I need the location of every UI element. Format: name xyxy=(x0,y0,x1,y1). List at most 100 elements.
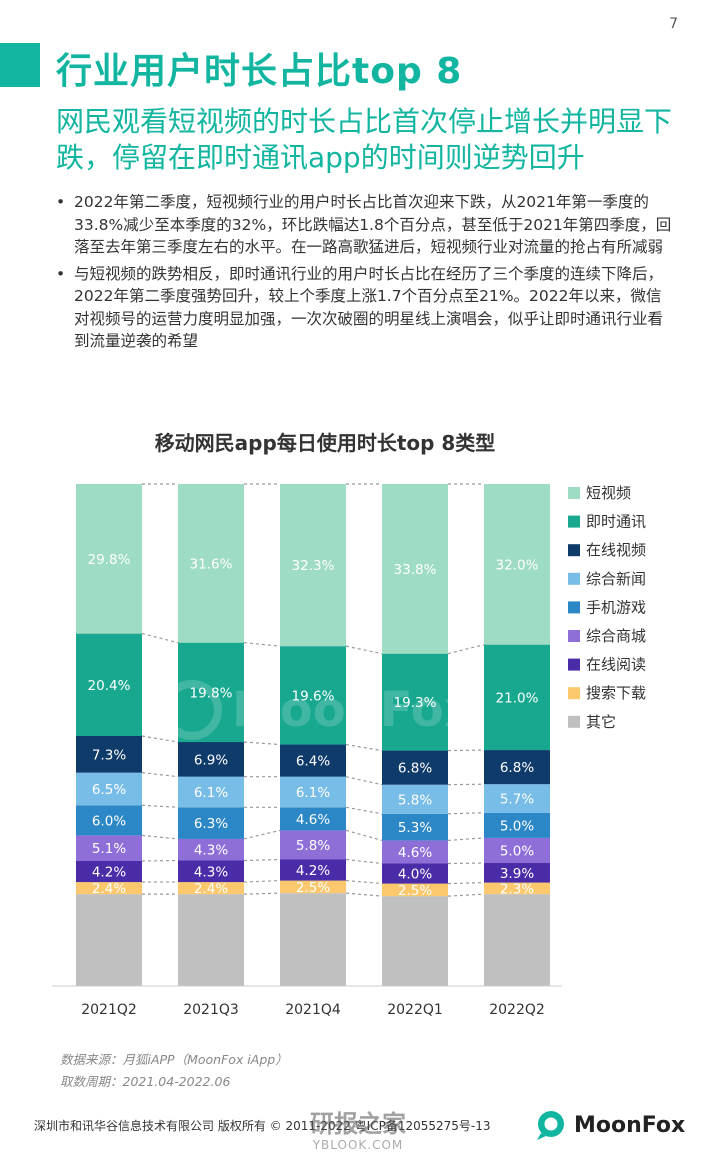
data-label: 4.3% xyxy=(194,864,228,880)
bar-segment xyxy=(484,863,550,883)
connector-line xyxy=(345,892,383,897)
data-label: 2.4% xyxy=(194,881,228,897)
bar-segment xyxy=(280,880,346,894)
legend-item: 其它 xyxy=(568,713,616,731)
data-label: 6.0% xyxy=(92,813,126,829)
legend-label: 即时通讯 xyxy=(586,513,646,531)
bar-segment xyxy=(382,883,448,897)
data-source: 数据来源：月狐iAPP（MoonFox iApp） 取数周期：2021.04-2… xyxy=(60,1049,288,1093)
data-label: 6.9% xyxy=(194,752,228,768)
period-line: 取数周期：2021.04-2022.06 xyxy=(60,1074,231,1089)
data-label: 6.3% xyxy=(194,816,228,832)
yblook-sub: YBLOOK.COM xyxy=(312,1138,404,1152)
connector-line xyxy=(243,879,281,883)
connector-line xyxy=(141,834,179,840)
data-label: 21.0% xyxy=(496,690,539,706)
legend-swatch xyxy=(568,687,580,700)
legend-label: 综合商城 xyxy=(586,627,646,645)
data-label: 4.3% xyxy=(194,843,228,859)
bar-segment xyxy=(382,896,448,986)
yblook-text: 研报之家 xyxy=(310,1110,406,1138)
data-label: 5.8% xyxy=(398,792,432,808)
data-label: 3.9% xyxy=(500,866,534,882)
bar-segment xyxy=(76,633,142,737)
connector-line xyxy=(141,804,179,808)
connector-line xyxy=(447,783,485,786)
bar-segment xyxy=(178,742,244,777)
connector-line xyxy=(141,633,179,644)
connector-line xyxy=(447,812,485,815)
connector-line xyxy=(243,741,281,746)
bar-group: 2.4%4.3%4.3%6.3%6.1%6.9%19.8%31.6% xyxy=(178,484,244,986)
legend-swatch xyxy=(568,630,580,642)
data-label: 20.4% xyxy=(88,678,131,694)
connector-line xyxy=(447,837,485,842)
connector-line xyxy=(447,862,485,865)
bar-segment xyxy=(280,807,346,831)
legend-label: 在线视频 xyxy=(586,541,646,559)
bar-segment xyxy=(484,644,550,751)
data-label: 19.8% xyxy=(190,685,233,701)
bar-group: 2.4%4.2% 5.1% 6.0% 6.5% 7.3% 20.4% 29.8% xyxy=(76,484,142,986)
bar-segment xyxy=(280,830,346,860)
bar-segment xyxy=(76,736,142,773)
legend-item: 综合新闻 xyxy=(568,570,646,588)
bar-segment xyxy=(76,772,142,806)
data-label: 19.6% xyxy=(292,688,335,704)
bar-segment xyxy=(280,776,346,808)
data-label: 5.3% xyxy=(398,820,432,836)
x-tick-label: 2022Q2 xyxy=(489,1002,545,1018)
bullet-item: 与短视频的跌势相反，即时通讯行业的用户时长占比在经历了三个季度的连续下降后，20… xyxy=(56,263,676,353)
bar-segment xyxy=(280,744,346,777)
page-subtitle: 网民观看短视频的时长占比首次停止增长并明显下跌，停留在即时通讯app的时间则逆势… xyxy=(56,105,673,174)
connector-line xyxy=(447,881,485,885)
page-title: 行业用户时长占比top 8 xyxy=(56,51,463,92)
connector-line xyxy=(447,749,485,752)
bar-segment xyxy=(178,882,244,895)
legend-swatch xyxy=(568,515,580,528)
bar-segment xyxy=(76,484,142,634)
legend-label: 手机游戏 xyxy=(586,598,646,616)
data-label: 6.1% xyxy=(194,785,228,801)
connector-line xyxy=(345,858,383,865)
data-label: 5.0% xyxy=(500,843,534,859)
bar-group: 2.5%4.0% 4.6% 5.3% 5.8% 6.8% 19.3% 33.8% xyxy=(382,484,448,986)
bar-segment xyxy=(178,838,244,861)
bar-segment xyxy=(76,805,142,836)
connector-line xyxy=(243,642,281,647)
bar-segment xyxy=(484,784,550,813)
data-label: 6.1% xyxy=(296,785,330,801)
footer-logo-text: MoonFox xyxy=(574,1112,686,1138)
data-label: 4.0% xyxy=(398,867,432,883)
legend-label: 其它 xyxy=(586,713,616,731)
legend-swatch xyxy=(568,487,580,499)
data-label: 4.6% xyxy=(296,812,330,828)
bar-segment xyxy=(382,840,448,864)
bar-segment xyxy=(484,484,550,645)
connector-line xyxy=(141,772,179,778)
bar-segment xyxy=(382,484,448,654)
bar-segment xyxy=(484,882,550,895)
legend-item: 综合商城 xyxy=(568,627,646,645)
bar-segment xyxy=(76,861,142,883)
bar-segment xyxy=(382,813,448,841)
data-label: 29.8% xyxy=(88,552,131,568)
legend-label: 搜索下载 xyxy=(586,684,646,702)
connector-line xyxy=(243,858,281,862)
stacked-bar-chart: 2.4%4.2%5.1%6.0%6.5%7.3%20.4%29.8%2021Q2… xyxy=(52,483,646,1018)
bar-segment xyxy=(178,860,244,883)
data-label: 4.2% xyxy=(296,863,330,879)
connector-line xyxy=(243,829,281,840)
data-label: 7.3% xyxy=(92,747,126,763)
connector-line xyxy=(243,892,281,895)
bar-segment xyxy=(76,835,142,862)
connector-line xyxy=(141,859,179,862)
legend-item: 在线视频 xyxy=(568,541,646,559)
bar-segment xyxy=(178,776,244,808)
moonfox-logo-icon xyxy=(537,1111,564,1140)
bar-segment xyxy=(280,859,346,881)
data-label: 5.7% xyxy=(500,792,534,808)
legend-label: 在线阅读 xyxy=(586,656,646,674)
bar-segment xyxy=(484,837,550,864)
bar-segment xyxy=(178,642,244,743)
